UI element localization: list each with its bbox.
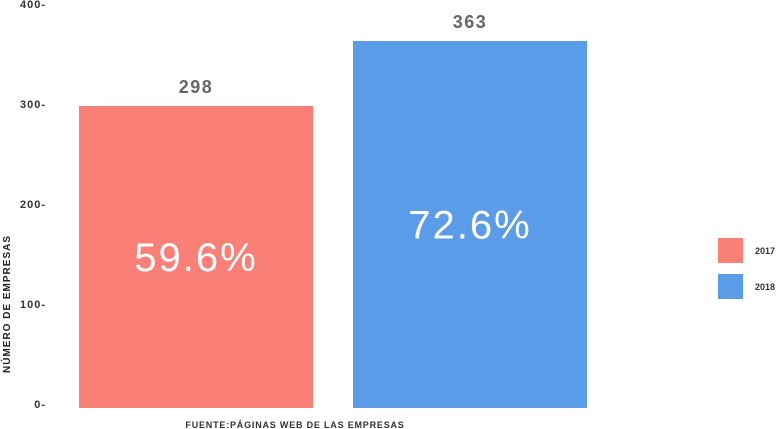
percent-label-2018: 72.6% <box>408 204 531 248</box>
percent-label-2017: 59.6% <box>134 236 257 280</box>
legend-swatch-2017 <box>718 238 743 263</box>
y-tick-label-0: 0- <box>34 399 46 411</box>
y-tick-label-400: 400- <box>20 0 46 11</box>
bar-2017 <box>79 106 313 408</box>
y-axis-ticks: 0- 100- 200- 300- 400- <box>20 0 46 411</box>
legend-label-2017: 2017 <box>755 246 775 256</box>
y-axis-label: NÚMERO DE EMPRESAS <box>0 235 13 373</box>
y-tick-label-100: 100- <box>20 299 46 311</box>
x-axis-label: FUENTE:PÁGINAS WEB DE LAS EMPRESAS <box>185 420 404 429</box>
y-tick-label-200: 200- <box>20 199 46 211</box>
legend-label-2018: 2018 <box>755 282 775 292</box>
legend: 2017 2018 <box>718 238 775 299</box>
bars: 298 59.6% 363 72.6% <box>79 12 587 408</box>
value-label-2018: 363 <box>453 12 488 32</box>
y-tick-label-300: 300- <box>20 99 46 111</box>
bar-2018 <box>353 41 587 408</box>
legend-swatch-2018 <box>718 274 743 299</box>
value-label-2017: 298 <box>179 77 214 97</box>
